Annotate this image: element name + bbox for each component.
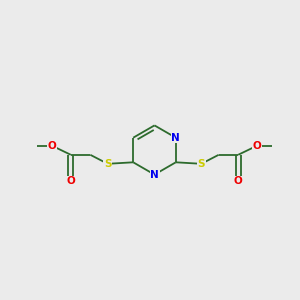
Text: N: N: [150, 169, 159, 180]
Text: O: O: [252, 141, 261, 152]
Text: S: S: [198, 159, 205, 169]
Text: N: N: [171, 133, 180, 143]
Text: O: O: [48, 141, 57, 152]
Text: O: O: [234, 176, 243, 186]
Text: S: S: [104, 159, 111, 169]
Text: O: O: [66, 176, 75, 186]
